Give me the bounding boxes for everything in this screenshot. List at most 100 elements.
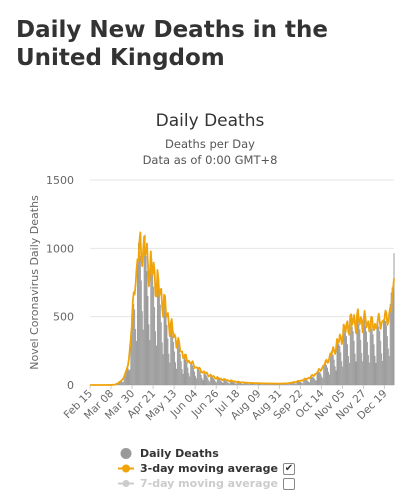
daily-deaths-bar <box>120 381 122 385</box>
daily-deaths-bar <box>311 376 313 385</box>
daily-deaths-bar <box>165 315 167 385</box>
y-axis-label: Novel Coronavirus Daily Deaths <box>28 195 41 370</box>
daily-deaths-bar <box>319 372 321 385</box>
daily-deaths-bar <box>346 344 348 385</box>
daily-deaths-bar <box>365 331 367 385</box>
daily-deaths-bar <box>301 382 303 385</box>
daily-deaths-bar <box>181 369 183 385</box>
daily-deaths-bar <box>289 382 291 385</box>
daily-deaths-bar <box>304 379 306 385</box>
daily-deaths-bar <box>138 251 140 385</box>
daily-deaths-bar <box>180 361 182 385</box>
daily-deaths-bar <box>367 354 369 385</box>
daily-deaths-bar <box>167 338 169 385</box>
daily-deaths-bar <box>267 383 269 385</box>
daily-deaths-bar <box>259 383 261 385</box>
daily-deaths-bar <box>365 325 366 385</box>
daily-deaths-bar <box>227 381 229 385</box>
legend-label: Daily Deaths <box>140 447 219 460</box>
daily-deaths-bar <box>184 355 186 385</box>
daily-deaths-bar <box>364 317 366 385</box>
daily-deaths-bar <box>228 382 230 385</box>
daily-deaths-bar <box>152 274 154 385</box>
daily-deaths-bar <box>128 370 130 385</box>
daily-deaths-bar <box>224 379 226 385</box>
daily-deaths-bar <box>193 367 195 385</box>
daily-deaths-bar <box>156 345 157 385</box>
daily-deaths-bar <box>370 321 372 385</box>
daily-deaths-bar <box>201 378 203 385</box>
daily-deaths-bar <box>377 319 379 385</box>
daily-deaths-bar <box>324 362 326 385</box>
daily-deaths-bar <box>385 325 387 385</box>
daily-deaths-bar <box>307 380 309 385</box>
daily-deaths-bar <box>187 367 189 385</box>
3-day-average-checkbox[interactable]: ✔ <box>283 463 295 475</box>
daily-deaths-bar <box>206 375 208 385</box>
daily-deaths-bar <box>348 362 350 385</box>
daily-deaths-bar <box>289 384 290 385</box>
daily-deaths-bar <box>124 372 126 385</box>
daily-deaths-bar <box>155 331 157 385</box>
daily-deaths-bar <box>290 382 292 385</box>
3-day-average-legend-symbol <box>118 464 134 473</box>
daily-deaths-bar <box>308 382 310 385</box>
chart-title: Daily Deaths <box>155 111 265 131</box>
daily-deaths-bar <box>195 378 197 385</box>
daily-deaths-bar <box>372 334 374 385</box>
daily-deaths-bar <box>239 382 241 385</box>
daily-deaths-bar <box>320 373 322 385</box>
daily-deaths-bar <box>140 280 142 385</box>
daily-deaths-bar <box>368 362 370 385</box>
daily-deaths-bar <box>350 319 352 385</box>
7-day-average-checkbox[interactable] <box>283 478 295 490</box>
daily-deaths-bar <box>158 293 160 385</box>
daily-deaths-bar <box>346 336 347 385</box>
daily-deaths-bar <box>300 381 302 385</box>
daily-deaths-bar <box>137 262 138 385</box>
y-tick-label: 500 <box>53 311 74 324</box>
daily-deaths-bar <box>327 367 328 385</box>
daily-deaths-bar <box>149 340 151 385</box>
daily-deaths-bar <box>322 378 324 385</box>
daily-deaths-bar <box>132 309 134 385</box>
daily-deaths-bar <box>359 329 361 385</box>
daily-deaths-bar <box>294 383 296 385</box>
daily-deaths-bar <box>179 353 181 385</box>
daily-deaths-bar <box>118 381 120 385</box>
daily-deaths-bar <box>360 339 362 385</box>
daily-deaths-bar <box>330 351 332 385</box>
daily-deaths-bar <box>309 377 311 385</box>
daily-deaths-bar <box>238 382 240 385</box>
daily-deaths-bar <box>134 309 136 385</box>
daily-deaths-bar <box>274 384 276 385</box>
daily-deaths-bar <box>177 342 179 385</box>
daily-deaths-bar <box>191 361 193 385</box>
daily-deaths-bar <box>174 351 176 385</box>
daily-deaths-bar <box>197 367 199 385</box>
daily-deaths-bar <box>317 370 319 385</box>
daily-deaths-bar <box>373 344 375 385</box>
daily-deaths-bar <box>384 320 386 385</box>
daily-deaths-bar <box>175 362 176 385</box>
daily-deaths-bar <box>147 295 149 385</box>
daily-deaths-bar <box>150 266 152 385</box>
daily-deaths-bar <box>321 376 323 385</box>
daily-deaths-bar <box>142 329 144 385</box>
daily-deaths-bar <box>217 377 219 385</box>
daily-deaths-bar <box>216 378 218 385</box>
daily-deaths-bar <box>171 326 173 385</box>
daily-deaths-bar <box>362 361 364 385</box>
daily-deaths-bar <box>225 380 227 385</box>
y-tick-label: 1000 <box>46 242 74 255</box>
daily-deaths-bar <box>380 340 382 385</box>
daily-deaths-bar <box>240 383 242 385</box>
daily-deaths-bar <box>139 255 141 385</box>
daily-deaths-bar <box>242 384 244 385</box>
daily-deaths-bar <box>282 384 284 385</box>
daily-deaths-bar <box>172 335 174 385</box>
daily-deaths-bar <box>343 334 345 385</box>
daily-deaths-bar <box>369 325 371 385</box>
daily-deaths-bar <box>255 384 257 385</box>
